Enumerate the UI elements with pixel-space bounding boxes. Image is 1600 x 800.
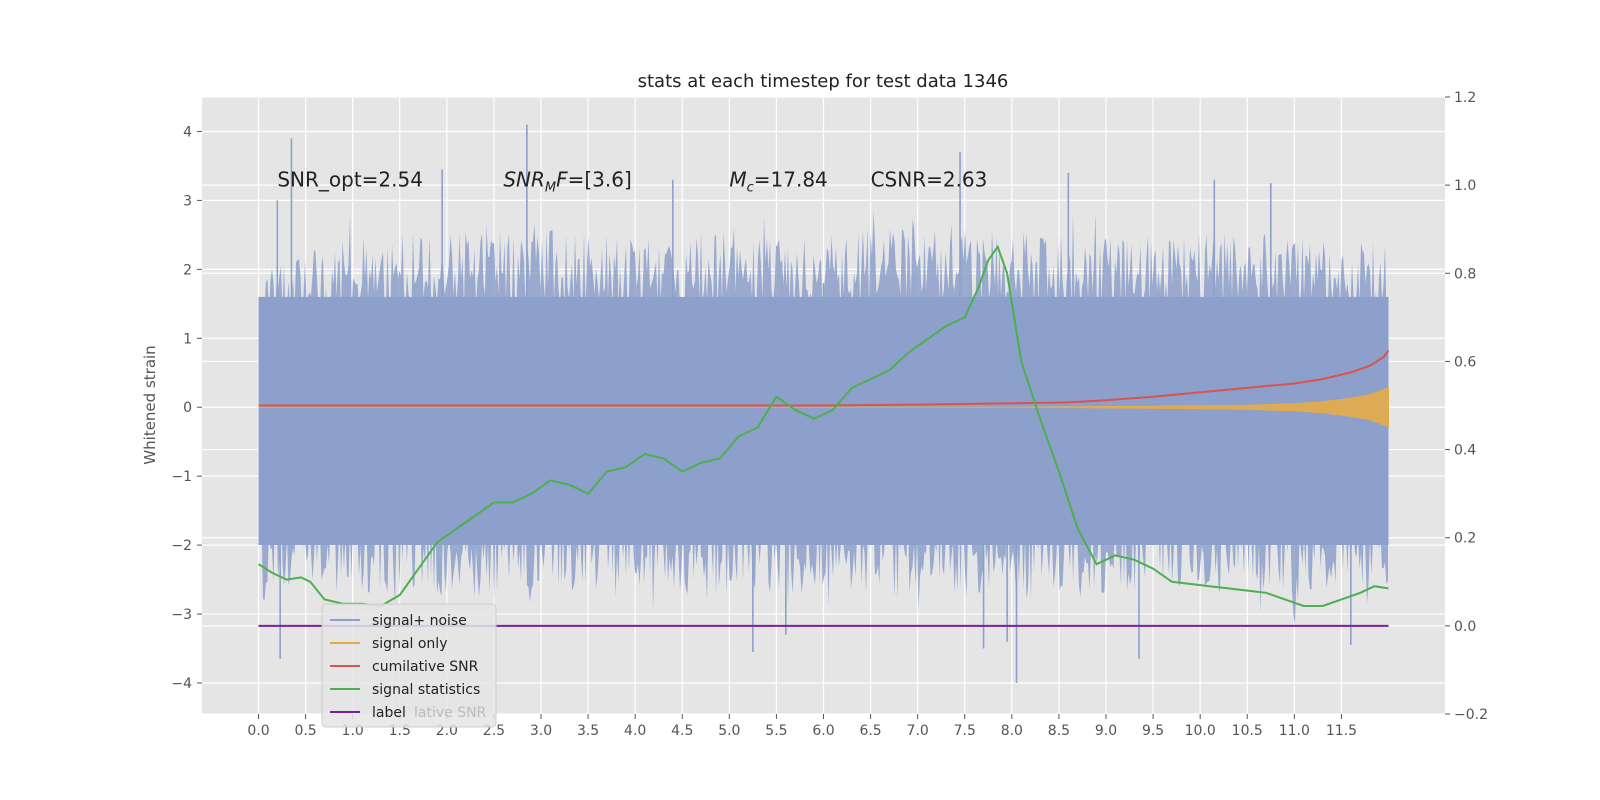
y2-tick-label: 0.8 xyxy=(1454,266,1476,282)
signal-only-line xyxy=(258,387,1389,428)
y2-axis-ticks: 1.2 1.0 0.8 0.6 0.4 0.2 0.0 −0.2 xyxy=(1445,90,1488,723)
signal-noise-series xyxy=(258,124,1389,683)
x-tick-label: 7.0 xyxy=(907,723,929,739)
x-tick-label: 0.0 xyxy=(247,723,269,739)
annotation-text: SNR_opt=2.54 xyxy=(277,168,423,192)
x-tick-label: 0.5 xyxy=(294,723,316,739)
cumulative-snr-line xyxy=(258,349,1390,407)
legend: signal+ noise signal only cumilative SNR si… xyxy=(321,603,497,728)
chart-title: stats at each timestep for test data 134… xyxy=(638,71,1009,92)
x-tick-label: 10.5 xyxy=(1232,723,1263,739)
y-tick-label: 4 xyxy=(183,124,192,140)
legend-label: label xyxy=(372,705,406,721)
y-tick-label: 3 xyxy=(183,193,192,209)
legend-label: signal only xyxy=(372,636,447,652)
legend-label: signal+ noise xyxy=(372,613,467,629)
x-tick-label: 6.0 xyxy=(812,723,834,739)
signal-statistics-line xyxy=(257,244,1389,608)
legend-label: cumilative SNR xyxy=(372,659,479,675)
annotations: SNR_opt=2.54 SNRMF=[3.6] Mc=17.84 CSNR=2.63 xyxy=(277,168,987,196)
x-tick-label: 4.0 xyxy=(624,723,646,739)
annotation-value: =17.84 xyxy=(754,168,828,192)
y-tick-label: −2 xyxy=(171,538,192,554)
x-tick-label: 10.0 xyxy=(1185,723,1216,739)
plot-area xyxy=(257,124,1390,683)
y2-tick-label: 0.6 xyxy=(1454,354,1476,370)
y-axis-ticks: 4 3 2 1 0 −1 −2 −3 −4 xyxy=(171,124,202,692)
x-tick-label: 5.5 xyxy=(765,723,787,739)
x-tick-label: 3.0 xyxy=(530,723,552,739)
annotation-base: SNR xyxy=(503,168,545,192)
annotation-text: Mc=17.84 xyxy=(729,168,827,196)
legend-overlap-text: lative SNR xyxy=(414,705,487,721)
legend-label: signal statistics xyxy=(372,682,480,698)
annotation-base: M xyxy=(729,168,746,192)
y2-tick-label: 1.0 xyxy=(1454,178,1476,194)
x-tick-label: 8.5 xyxy=(1048,723,1070,739)
x-tick-label: 6.5 xyxy=(859,723,881,739)
y-tick-label: −1 xyxy=(171,469,192,485)
y-tick-label: 2 xyxy=(183,262,192,278)
x-tick-label: 4.5 xyxy=(671,723,693,739)
y2-tick-label: 0.0 xyxy=(1454,619,1476,635)
annotation-base: F xyxy=(556,168,568,192)
annotation-text: SNRMF=[3.6] xyxy=(503,168,631,196)
signal-only-series xyxy=(258,387,1389,428)
y2-tick-label: 1.2 xyxy=(1454,90,1476,106)
x-tick-label: 11.5 xyxy=(1326,723,1357,739)
x-tick-label: 9.0 xyxy=(1095,723,1117,739)
y-axis-label: Whitened strain xyxy=(141,345,159,464)
x-tick-label: 7.5 xyxy=(954,723,976,739)
annotation-text: CSNR=2.63 xyxy=(871,168,988,192)
y-tick-label: −4 xyxy=(171,676,192,692)
annotation-subscript: M xyxy=(545,181,556,196)
y-tick-label: −3 xyxy=(171,607,192,623)
x-tick-label: 3.5 xyxy=(577,723,599,739)
x-tick-label: 5.0 xyxy=(718,723,740,739)
x-tick-label: 9.5 xyxy=(1142,723,1164,739)
y2-tick-label: −0.2 xyxy=(1454,707,1488,723)
y-tick-label: 0 xyxy=(183,400,192,416)
annotation-value: =[3.6] xyxy=(568,168,632,192)
x-tick-label: 11.0 xyxy=(1279,723,1310,739)
legend-box xyxy=(321,603,497,728)
annotation-subscript: c xyxy=(747,181,754,196)
x-tick-label: 8.0 xyxy=(1001,723,1023,739)
y-tick-label: 1 xyxy=(183,331,192,347)
y2-tick-label: 0.2 xyxy=(1454,531,1476,547)
y2-tick-label: 0.4 xyxy=(1454,443,1476,459)
